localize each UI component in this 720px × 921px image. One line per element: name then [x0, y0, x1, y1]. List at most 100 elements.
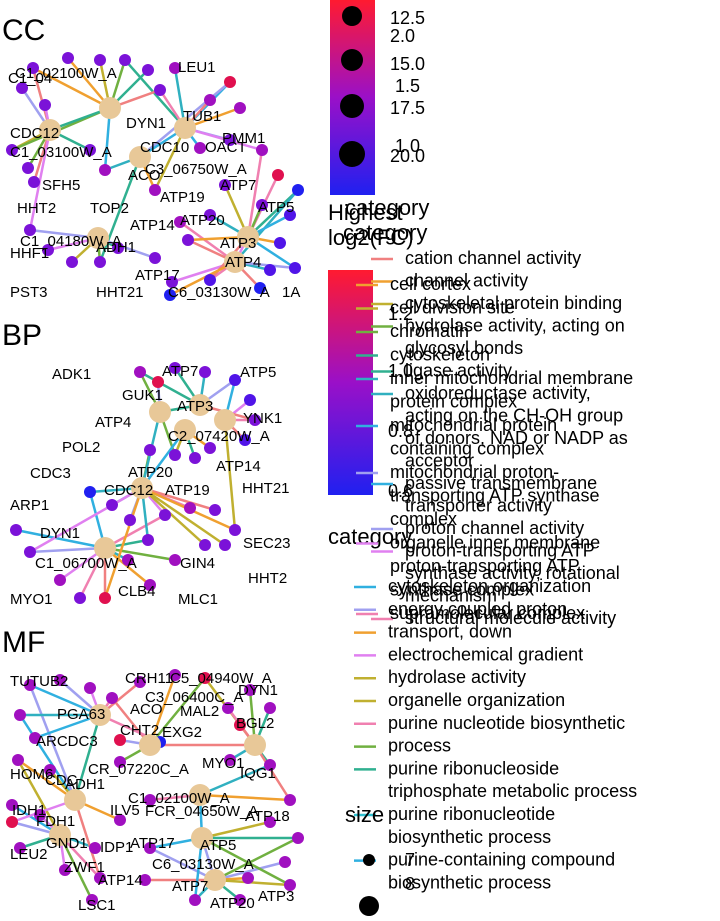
gene-node [86, 894, 98, 906]
category-label: purine ribonucleoside [388, 758, 559, 778]
gene-node [292, 832, 304, 844]
edge [29, 683, 101, 717]
gene-node [22, 162, 34, 174]
gene-node [279, 856, 291, 868]
gene-node [119, 54, 131, 66]
gene-label: HHT21 [96, 284, 144, 301]
gene-label: YNK1 [243, 410, 282, 427]
gene-label: HHT2 [248, 570, 287, 587]
gene-node [184, 502, 196, 514]
legend-title-highest: Highest [328, 200, 403, 225]
gene-node [99, 164, 111, 176]
fc-tick-mid: 1.2 [388, 304, 413, 324]
category-label: purine-containing compound [388, 850, 615, 870]
gene-label: PGA63 [57, 706, 105, 723]
gene-label: ADH1 [65, 776, 105, 793]
edge [18, 714, 77, 801]
gene-node [6, 816, 18, 828]
gene-label: SFH5 [42, 177, 80, 194]
edge [28, 684, 77, 801]
category-label: supramolecular complex [390, 603, 585, 623]
edge [73, 799, 102, 879]
gene-label: CDC12 [10, 125, 59, 142]
gene-label: FDH1 [36, 813, 75, 830]
gene-label: ATP19 [165, 482, 210, 499]
gene-label: ATP4 [225, 254, 261, 271]
gene-node [204, 274, 216, 286]
gene-label: MLC1 [178, 591, 218, 608]
gene-label: OACT [205, 139, 247, 156]
gene-label: ATP7 [220, 177, 256, 194]
gene-node [264, 264, 276, 276]
edge [199, 763, 271, 797]
gene-node [134, 366, 146, 378]
gene-label: C6_03130W_A [168, 284, 270, 301]
category-hub-node [189, 784, 211, 806]
gene-node [256, 144, 268, 156]
category-label: process [388, 736, 451, 756]
gene-node [142, 64, 154, 76]
gene-label: C1_02100W_A [15, 65, 117, 82]
edge [201, 836, 291, 887]
edge [199, 793, 291, 802]
category-label: organelle organization [388, 690, 565, 710]
edge [153, 127, 187, 191]
gene-label: C1_03100W_A [10, 144, 112, 161]
gene-label: IQG1 [240, 765, 276, 782]
gene-label: DYN1 [238, 682, 278, 699]
gene-node [152, 376, 164, 388]
gene-label: C3_06400C_A [145, 689, 243, 706]
size-label-7: 7 [405, 850, 415, 870]
fc-tick-mid: 0.6 [388, 481, 413, 501]
gene-node [122, 554, 134, 566]
gene-label: MAL2 [180, 703, 219, 720]
category-label: synthase complex [390, 580, 534, 600]
gene-node [224, 76, 236, 88]
size-key-dot-7 [363, 854, 375, 866]
gene-label: CDC12 [104, 482, 153, 499]
gene-label: C5_04940W_A [170, 670, 272, 687]
category-hub-node [224, 251, 246, 273]
gene-node [149, 184, 161, 196]
category-label: oxidoreductase activity, [405, 383, 591, 403]
gene-label: ATP20 [210, 895, 255, 912]
category-label: chromatin [390, 321, 469, 341]
gene-node [62, 52, 74, 64]
category-label: glycosyl bonds [405, 338, 523, 358]
gene-label: ACO [128, 167, 161, 184]
category-hub-node [131, 477, 153, 499]
category-label: inner mitochondrial membrane [390, 368, 633, 388]
gene-node [242, 872, 254, 884]
gene-node [164, 289, 176, 301]
gene-label: HHF1 [10, 245, 49, 262]
gene-node [89, 842, 101, 854]
gene-node [27, 62, 39, 74]
category-label: mitochondrial protein [390, 415, 557, 435]
edge [149, 677, 206, 746]
fc-tick-mid: 0.8 [388, 421, 413, 441]
gene-label: LEU2 [10, 846, 48, 863]
edge [214, 860, 286, 882]
gene-node [84, 682, 96, 694]
category-label: proton channel activity [405, 518, 584, 538]
edge [104, 546, 176, 562]
category-label: transporter activity [405, 496, 552, 516]
category-label: proton-transporting ATP [405, 541, 595, 561]
gene-label: GND1 [46, 835, 88, 852]
category-label: purine ribonucleotide [388, 804, 555, 824]
gene-label: ILV5 [110, 802, 140, 819]
category-label: acceptor [405, 451, 474, 471]
category-label: passive transmembrane [405, 473, 597, 493]
gene-label: ATP5 [240, 364, 276, 381]
gene-label: TOP2 [90, 200, 129, 217]
category-label: mitochondrial proton- [390, 462, 559, 482]
gene-node [84, 486, 96, 498]
gene-node [194, 142, 206, 154]
gene-node [224, 134, 236, 146]
legend-title-log2fc: log2(FC) [328, 225, 414, 250]
gene-label: C1_04 [8, 70, 52, 87]
category-hub-node [174, 419, 196, 441]
category-label: organelle inner membrane [390, 533, 600, 553]
gene-node [204, 442, 216, 454]
